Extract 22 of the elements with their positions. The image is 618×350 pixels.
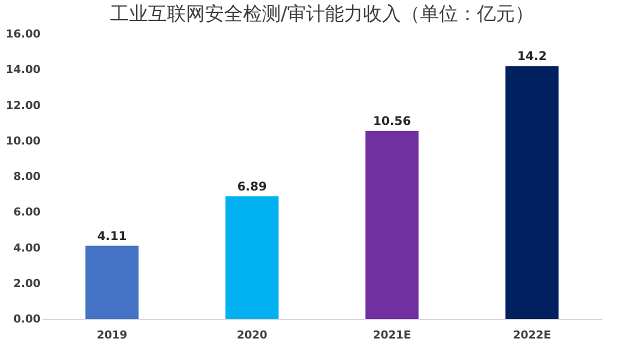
chart-title: 工业互联网安全检测/审计能力收入（单位：亿元） <box>110 3 534 25</box>
bar <box>505 66 559 319</box>
data-label: 6.89 <box>237 179 267 194</box>
bar <box>365 130 419 319</box>
y-tick-label: 0.00 <box>13 312 41 326</box>
y-tick-label: 4.00 <box>13 241 41 254</box>
y-tick-label: 10.00 <box>6 134 41 148</box>
y-tick-label: 16.00 <box>6 28 41 40</box>
bar <box>85 246 139 319</box>
y-tick-label: 14.00 <box>6 63 41 76</box>
x-tick-label: 2022E <box>512 328 552 342</box>
y-tick-label: 6.00 <box>13 206 41 219</box>
y-tick-label: 8.00 <box>13 170 41 183</box>
data-label: 4.11 <box>97 228 127 243</box>
x-tick-label: 2019 <box>96 328 128 342</box>
bar <box>225 196 279 319</box>
x-tick-label: 2021E <box>372 328 412 342</box>
y-tick-label: 12.00 <box>6 98 41 112</box>
data-label: 14.2 <box>517 49 547 64</box>
data-label: 10.56 <box>373 114 411 128</box>
x-tick-label: 2020 <box>236 328 268 342</box>
y-tick-label: 2.00 <box>13 276 41 290</box>
